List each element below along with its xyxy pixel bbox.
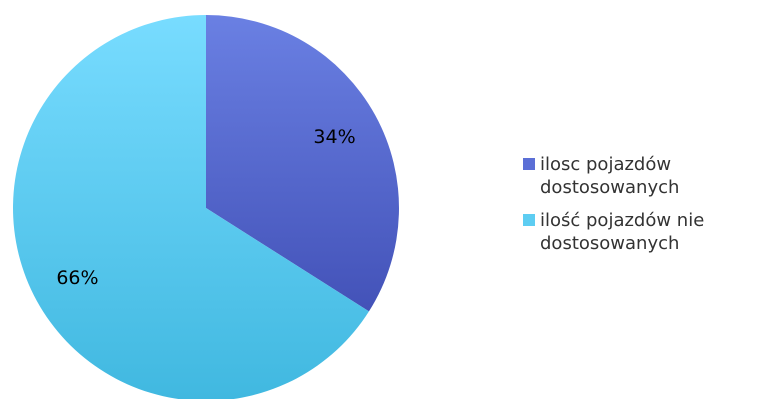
- slice-label-not-adapted: 66%: [56, 267, 98, 289]
- legend-swatch-not-adapted: [523, 214, 535, 226]
- legend-swatch-adapted: [523, 158, 535, 170]
- slice-not-adapted: [13, 15, 369, 399]
- slice-label-adapted: 34%: [313, 126, 355, 148]
- legend-label-adapted: ilosc pojazdów dostosowanych: [540, 154, 680, 198]
- legend-label-not-adapted: ilość pojazdów nie dostosowanych: [540, 210, 705, 254]
- legend-item-not-adapted: ilość pojazdów nie dostosowanych: [523, 209, 766, 255]
- slice-adapted: [206, 15, 399, 312]
- legend: ilosc pojazdów dostosowanych ilość pojaz…: [523, 153, 766, 265]
- legend-item-adapted: ilosc pojazdów dostosowanych: [523, 153, 766, 199]
